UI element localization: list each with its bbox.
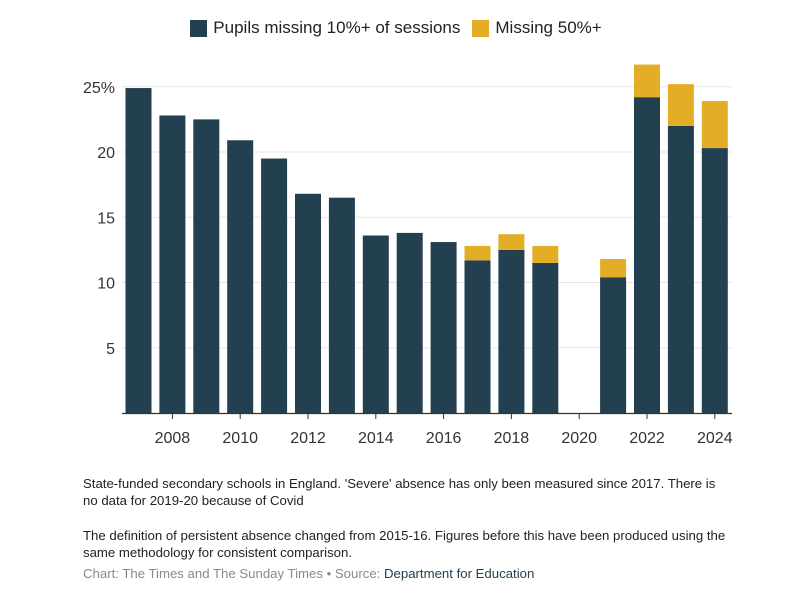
legend-item-persistent: Pupils missing 10%+ of sessions	[190, 18, 460, 38]
bar-persistent-2018	[498, 249, 525, 413]
bar-persistent-2013	[328, 197, 355, 413]
chart-note-2: The definition of persistent absence cha…	[83, 528, 726, 560]
chart-legend: Pupils missing 10%+ of sessions Missing …	[0, 18, 792, 38]
bars	[125, 64, 728, 414]
legend-swatch-persistent	[190, 19, 208, 37]
bar-severe-2019	[532, 245, 559, 263]
x-tick-label: 2016	[426, 430, 462, 447]
gridlines	[122, 86, 732, 349]
bar-severe-2022	[634, 64, 660, 98]
bar-persistent-2016	[430, 242, 457, 413]
x-tick-label: 2012	[290, 430, 326, 447]
x-tick-label: 2022	[629, 430, 665, 447]
x-tick-label: 2014	[358, 430, 394, 447]
bar-severe-2023	[667, 84, 694, 126]
bar-severe-2017	[464, 245, 491, 261]
bar-persistent-2007	[125, 88, 152, 414]
bar-persistent-2011	[261, 158, 288, 413]
bar-persistent-2015	[396, 232, 423, 413]
x-tick-label: 2024	[697, 430, 733, 447]
legend-label-persistent: Pupils missing 10%+ of sessions	[213, 18, 461, 37]
legend-item-severe: Missing 50%+	[472, 18, 602, 38]
chart-credit: Chart: The Times and The Sunday Times • …	[83, 566, 534, 581]
legend-label-severe: Missing 50%+	[495, 18, 602, 37]
x-tick-label: 2008	[155, 430, 191, 447]
y-axis-ticks: 5 10 15 20 25%	[83, 80, 115, 358]
y-tick-label: 5	[106, 341, 115, 358]
bar-persistent-2010	[227, 140, 254, 413]
bar-persistent-2017	[464, 260, 491, 413]
bar-severe-2021	[600, 259, 627, 278]
x-tick-label: 2020	[561, 430, 597, 447]
bar-severe-2024	[701, 101, 728, 149]
y-tick-label: 25%	[83, 80, 115, 97]
x-tick-label: 2010	[222, 430, 258, 447]
source-link[interactable]: Department for Education	[384, 566, 535, 581]
chart-note-1: State-funded secondary schools in Englan…	[83, 476, 716, 508]
bar-persistent-2023	[667, 125, 694, 414]
y-tick-label: 15	[97, 210, 115, 227]
credit-separator: •	[322, 566, 335, 581]
bar-persistent-2008	[159, 115, 186, 414]
y-tick-label: 10	[97, 276, 115, 293]
bar-persistent-2019	[532, 262, 559, 413]
bar-severe-2018	[498, 234, 525, 250]
bar-persistent-2009	[193, 119, 220, 413]
legend-swatch-severe	[472, 19, 490, 37]
y-tick-label: 20	[97, 145, 115, 162]
x-tick-label: 2018	[494, 430, 530, 447]
bar-persistent-2022	[634, 97, 660, 413]
bar-persistent-2024	[701, 148, 728, 413]
credit-source-label: Source:	[334, 566, 385, 581]
credit-chart: Chart: The Times and The Sunday Times	[83, 566, 323, 581]
bar-chart: 2008 2010 2012 2014 2016 2018 2020 2022 2024 5 10…	[83, 64, 733, 447]
x-axis-ticks: 2008 2010 2012 2014 2016 2018 2020 2022 2024	[155, 413, 733, 447]
bar-persistent-2012	[295, 193, 321, 413]
bar-persistent-2014	[362, 235, 389, 413]
bar-persistent-2021	[600, 277, 627, 413]
